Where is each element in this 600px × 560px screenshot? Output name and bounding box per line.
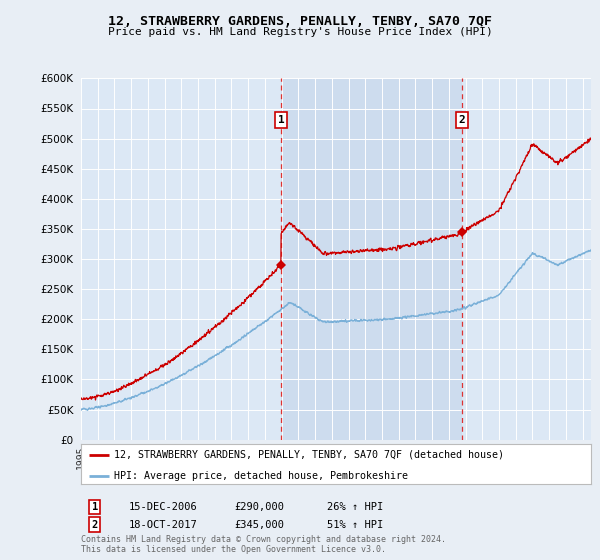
Text: Contains HM Land Registry data © Crown copyright and database right 2024.
This d: Contains HM Land Registry data © Crown c…	[81, 535, 446, 554]
Text: 2: 2	[92, 520, 98, 530]
Text: 18-OCT-2017: 18-OCT-2017	[129, 520, 198, 530]
Text: 1: 1	[278, 115, 284, 125]
Text: 26% ↑ HPI: 26% ↑ HPI	[327, 502, 383, 512]
Text: 12, STRAWBERRY GARDENS, PENALLY, TENBY, SA70 7QF: 12, STRAWBERRY GARDENS, PENALLY, TENBY, …	[108, 15, 492, 28]
Text: 12, STRAWBERRY GARDENS, PENALLY, TENBY, SA70 7QF (detached house): 12, STRAWBERRY GARDENS, PENALLY, TENBY, …	[114, 450, 504, 460]
Text: 15-DEC-2006: 15-DEC-2006	[129, 502, 198, 512]
Text: £345,000: £345,000	[234, 520, 284, 530]
Text: Price paid vs. HM Land Registry's House Price Index (HPI): Price paid vs. HM Land Registry's House …	[107, 27, 493, 37]
Text: 2: 2	[459, 115, 466, 125]
Text: £290,000: £290,000	[234, 502, 284, 512]
Text: 51% ↑ HPI: 51% ↑ HPI	[327, 520, 383, 530]
Text: 1: 1	[92, 502, 98, 512]
Bar	[281, 78, 462, 440]
Text: HPI: Average price, detached house, Pembrokeshire: HPI: Average price, detached house, Pemb…	[114, 470, 408, 480]
